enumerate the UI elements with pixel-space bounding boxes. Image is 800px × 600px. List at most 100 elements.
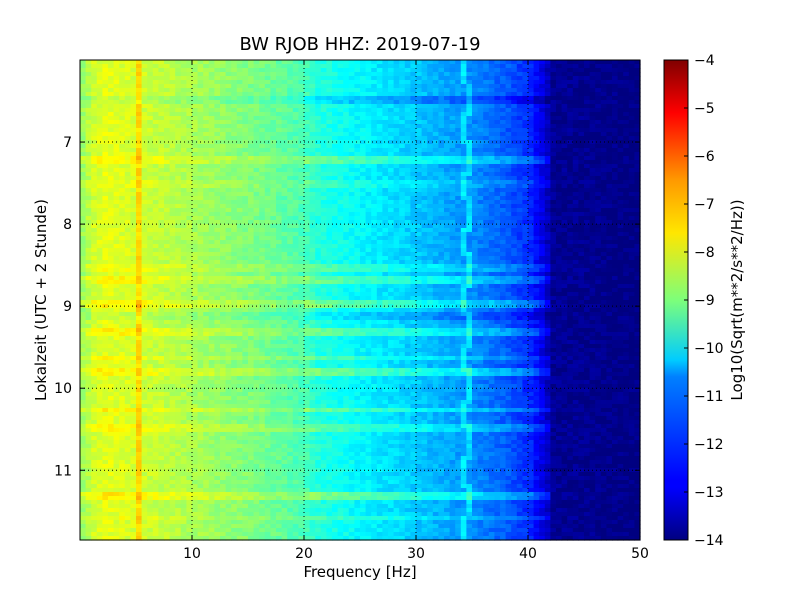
heatmap-cell: [287, 60, 294, 65]
heatmap-cell: [472, 204, 479, 209]
heatmap-cell: [141, 192, 148, 197]
heatmap-cell: [505, 200, 512, 205]
heatmap-cell: [550, 112, 557, 117]
heatmap-cell: [444, 84, 451, 89]
heatmap-cell: [236, 236, 243, 241]
heatmap-cell: [556, 252, 563, 257]
heatmap-cell: [410, 244, 417, 249]
heatmap-cell: [472, 164, 479, 169]
heatmap-cell: [259, 232, 266, 237]
heatmap-cell: [634, 192, 641, 197]
heatmap-cell: [600, 184, 607, 189]
heatmap-cell: [225, 168, 232, 173]
heatmap-cell: [539, 200, 546, 205]
heatmap-cell: [175, 180, 182, 185]
heatmap-cell: [304, 92, 311, 97]
heatmap-cell: [511, 140, 518, 145]
heatmap-cell: [208, 192, 215, 197]
heatmap-cell: [287, 88, 294, 93]
heatmap-cell: [164, 252, 171, 257]
heatmap-cell: [578, 176, 585, 181]
heatmap-cell: [634, 228, 641, 233]
heatmap-cell: [147, 60, 154, 65]
heatmap-cell: [410, 208, 417, 213]
heatmap-cell: [298, 92, 305, 97]
heatmap-cell: [511, 148, 518, 153]
heatmap-cell: [500, 192, 507, 197]
heatmap-cell: [416, 160, 423, 165]
heatmap-cell: [578, 112, 585, 117]
heatmap-cell: [264, 160, 271, 165]
heatmap-cell: [399, 204, 406, 209]
heatmap-cell: [612, 76, 619, 81]
heatmap-cell: [528, 172, 535, 177]
heatmap-cell: [80, 128, 87, 133]
heatmap-cell: [617, 228, 624, 233]
heatmap-cell: [197, 176, 204, 181]
heatmap-cell: [628, 248, 635, 253]
heatmap-cell: [393, 112, 400, 117]
heatmap-cell: [522, 156, 529, 161]
heatmap-cell: [320, 236, 327, 241]
heatmap-cell: [494, 60, 501, 65]
heatmap-cell: [388, 244, 395, 249]
heatmap-cell: [416, 116, 423, 121]
heatmap-cell: [606, 92, 613, 97]
heatmap-cell: [108, 160, 115, 165]
heatmap-cell: [287, 252, 294, 257]
heatmap-cell: [96, 64, 103, 69]
heatmap-cell: [606, 184, 613, 189]
heatmap-cell: [427, 72, 434, 77]
heatmap-cell: [354, 252, 361, 257]
heatmap-cell: [483, 112, 490, 117]
heatmap-cell: [332, 172, 339, 177]
heatmap-cell: [281, 236, 288, 241]
heatmap-cell: [96, 156, 103, 161]
heatmap-cell: [432, 244, 439, 249]
heatmap-cell: [449, 68, 456, 73]
heatmap-cell: [287, 216, 294, 221]
heatmap-cell: [80, 172, 87, 177]
heatmap-cell: [522, 152, 529, 157]
heatmap-cell: [96, 244, 103, 249]
heatmap-cell: [522, 172, 529, 177]
heatmap-cell: [388, 76, 395, 81]
heatmap-cell: [248, 168, 255, 173]
heatmap-cell: [208, 128, 215, 133]
heatmap-cell: [606, 120, 613, 125]
heatmap-cell: [628, 168, 635, 173]
heatmap-cell: [108, 248, 115, 253]
heatmap-cell: [169, 136, 176, 141]
heatmap-cell: [371, 128, 378, 133]
heatmap-cell: [164, 108, 171, 113]
heatmap-cell: [500, 104, 507, 109]
heatmap-cell: [460, 96, 467, 101]
heatmap-cell: [197, 192, 204, 197]
heatmap-cell: [113, 124, 120, 129]
heatmap-cell: [141, 228, 148, 233]
heatmap-cell: [186, 60, 193, 65]
heatmap-cell: [91, 204, 98, 209]
heatmap-cell: [96, 140, 103, 145]
heatmap-cell: [236, 204, 243, 209]
heatmap-cell: [253, 212, 260, 217]
heatmap-cell: [567, 156, 574, 161]
heatmap-cell: [85, 68, 92, 73]
heatmap-cell: [533, 196, 540, 201]
heatmap-cell: [158, 172, 165, 177]
heatmap-cell: [225, 60, 232, 65]
heatmap-cell: [511, 252, 518, 257]
heatmap-cell: [169, 248, 176, 253]
heatmap-cell: [220, 80, 227, 85]
heatmap-cell: [113, 116, 120, 121]
heatmap-cell: [332, 180, 339, 185]
heatmap-cell: [477, 188, 484, 193]
heatmap-cell: [460, 236, 467, 241]
heatmap-cell: [511, 64, 518, 69]
heatmap-cell: [623, 248, 630, 253]
heatmap-cell: [584, 208, 591, 213]
heatmap-cell: [365, 248, 372, 253]
heatmap-cell: [556, 76, 563, 81]
heatmap-cell: [550, 64, 557, 69]
heatmap-cell: [298, 168, 305, 173]
